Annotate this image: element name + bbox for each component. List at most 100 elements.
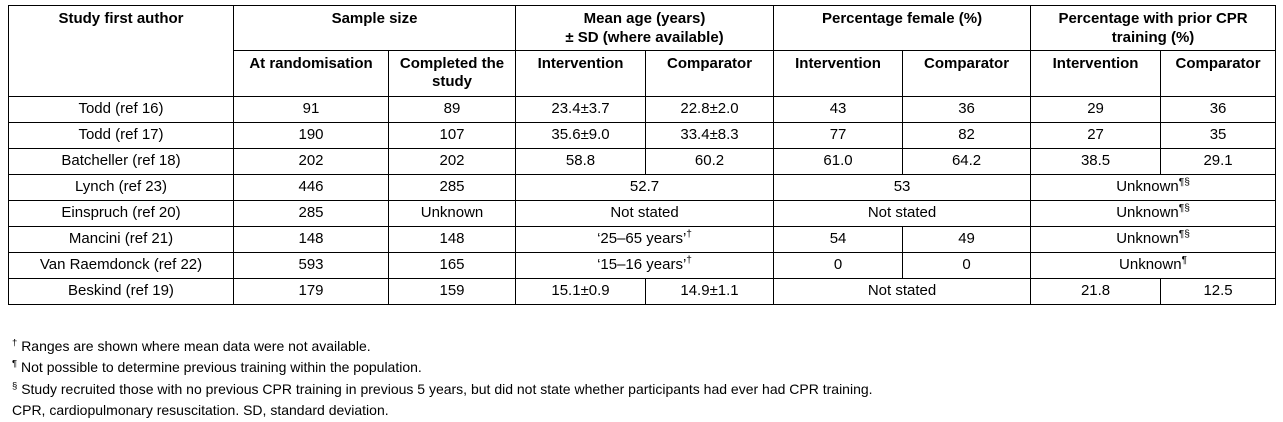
table-row: Todd (ref 17) 190 107 35.6±9.0 33.4±8.3 77 82 2… xyxy=(8,121,1277,149)
footnote-marker: ¶§ xyxy=(1178,202,1190,214)
value-cell: ‘25–65 years’† xyxy=(515,225,775,253)
value-cell: 35.6±9.0 xyxy=(515,121,647,149)
value-cell: ‘15–16 years’† xyxy=(515,251,775,279)
value-cell: 15.1±0.9 xyxy=(515,277,647,305)
value-cell: 38.5 xyxy=(1030,147,1162,175)
value-cell: 12.5 xyxy=(1160,277,1277,305)
footnote-marker: § xyxy=(12,379,18,391)
value-cell: 179 xyxy=(233,277,389,305)
value-cell: 43 xyxy=(773,95,904,123)
study-author-cell: Lynch (ref 23) xyxy=(8,173,234,201)
header-completed-the-study: Completed the study xyxy=(387,49,517,97)
header-cpr-comparator: Comparator xyxy=(1160,49,1277,97)
value-cell: 148 xyxy=(233,225,389,253)
value-cell: 91 xyxy=(233,95,389,123)
value-cell: 60.2 xyxy=(645,147,775,175)
value-cell: 29 xyxy=(1030,95,1162,123)
value-cell: 446 xyxy=(233,173,389,201)
table-row: Lynch (ref 23) 446 285 52.7 53 Unknown¶§ xyxy=(8,173,1277,201)
footnote-marker: † xyxy=(686,254,692,266)
value-cell: 36 xyxy=(1160,95,1277,123)
value-cell: 190 xyxy=(233,121,389,149)
header-female-comparator: Comparator xyxy=(902,49,1032,97)
footnote: § Study recruited those with no previous… xyxy=(12,379,873,397)
study-author-cell: Todd (ref 17) xyxy=(8,121,234,149)
header-mean-age-line2: ± SD (where available) xyxy=(565,28,724,46)
value-cell: 77 xyxy=(773,121,904,149)
value-cell: Not stated xyxy=(515,199,775,227)
value-cell: Unknown xyxy=(387,199,517,227)
value-cell: 107 xyxy=(387,121,517,149)
value-cell: Unknown¶§ xyxy=(1030,173,1277,201)
value-cell: 0 xyxy=(902,251,1032,279)
footnote-marker: † xyxy=(686,228,692,240)
value-cell: 285 xyxy=(233,199,389,227)
value-cell: 0 xyxy=(773,251,904,279)
study-author-cell: Mancini (ref 21) xyxy=(8,225,234,253)
header-cpr-intervention: Intervention xyxy=(1030,49,1162,97)
value-cell: Not stated xyxy=(773,199,1032,227)
footnote: ¶ Not possible to determine previous tra… xyxy=(12,358,422,375)
header-sub-row: At randomisation Completed the study Int… xyxy=(9,49,1277,97)
value-cell: 23.4±3.7 xyxy=(515,95,647,123)
header-mean-age: Mean age (years) ± SD (where available) xyxy=(515,5,775,51)
value-cell: 14.9±1.1 xyxy=(645,277,775,305)
header-age-comparator: Comparator xyxy=(645,49,775,97)
value-cell: 285 xyxy=(387,173,517,201)
value-cell: Not stated xyxy=(773,277,1032,305)
value-cell: Unknown¶§ xyxy=(1030,199,1277,227)
header-female-intervention: Intervention xyxy=(773,49,904,97)
value-cell: 35 xyxy=(1160,121,1277,149)
value-cell: 36 xyxy=(902,95,1032,123)
value-cell: 159 xyxy=(387,277,517,305)
value-cell: Unknown¶§ xyxy=(1030,225,1277,253)
footnote-marker: ¶ xyxy=(1181,254,1188,266)
value-cell: 54 xyxy=(773,225,904,253)
study-author-cell: Todd (ref 16) xyxy=(8,95,234,123)
value-cell: 82 xyxy=(902,121,1032,149)
value-cell: 61.0 xyxy=(773,147,904,175)
value-cell: 27 xyxy=(1030,121,1162,149)
footnotes: † Ranges are shown where mean data were … xyxy=(12,336,1283,422)
table-row: Mancini (ref 21) 148 148 ‘25–65 years’† 54 49… xyxy=(8,225,1277,253)
value-cell: 165 xyxy=(387,251,517,279)
footnote-marker: † xyxy=(12,336,18,348)
value-cell: 21.8 xyxy=(1030,277,1162,305)
footnote: † Ranges are shown where mean data were … xyxy=(12,336,371,354)
value-cell: 202 xyxy=(387,147,517,175)
study-author-cell: Einspruch (ref 20) xyxy=(8,199,234,227)
value-cell: 593 xyxy=(233,251,389,279)
study-author-cell: Van Raemdonck (ref 22) xyxy=(8,251,234,279)
study-author-cell: Beskind (ref 19) xyxy=(8,277,234,305)
value-cell: Unknown¶ xyxy=(1030,251,1277,279)
value-cell: 58.8 xyxy=(515,147,647,175)
table-row: Einspruch (ref 20) 285 Unknown Not stated No… xyxy=(8,199,1277,227)
header-at-randomisation: At randomisation xyxy=(233,49,389,97)
study-author-cell: Batcheller (ref 18) xyxy=(8,147,234,175)
header-percentage-female: Percentage female (%) xyxy=(773,5,1032,51)
table-row: Batcheller (ref 18) 202 202 58.8 60.2 61.0 64.… xyxy=(8,147,1277,175)
header-sample-size: Sample size xyxy=(232,5,517,51)
header-age-intervention: Intervention xyxy=(515,49,647,97)
footnote-marker: ¶§ xyxy=(1178,176,1190,188)
header-percentage-cpr-training: Percentage with prior CPR training (%) xyxy=(1030,5,1277,51)
header-group-row: Study first author Sample size Mean age … xyxy=(8,5,1277,97)
value-cell: 64.2 xyxy=(902,147,1032,175)
value-cell: 148 xyxy=(387,225,517,253)
value-cell: 22.8±2.0 xyxy=(645,95,775,123)
value-cell: 49 xyxy=(902,225,1032,253)
value-cell: 52.7 xyxy=(515,173,775,201)
value-cell: 202 xyxy=(233,147,389,175)
value-cell: 89 xyxy=(387,95,517,123)
table-body: Todd (ref 16) 91 89 23.4±3.7 22.8±2.0 43 36 29 3… xyxy=(8,95,1277,305)
footnote-marker: ¶ xyxy=(12,358,18,370)
value-cell: 29.1 xyxy=(1160,147,1277,175)
value-cell: 33.4±8.3 xyxy=(645,121,775,149)
study-characteristics-table: Study first author Sample size Mean age … xyxy=(8,5,1277,305)
header-mean-age-line1: Mean age (years) xyxy=(583,10,706,27)
value-cell: 53 xyxy=(773,173,1032,201)
table-row: Beskind (ref 19) 179 159 15.1±0.9 14.9±1.1 No… xyxy=(8,277,1277,305)
footnote-marker: ¶§ xyxy=(1178,228,1190,240)
header-study-first-author: Study first author xyxy=(8,5,234,97)
